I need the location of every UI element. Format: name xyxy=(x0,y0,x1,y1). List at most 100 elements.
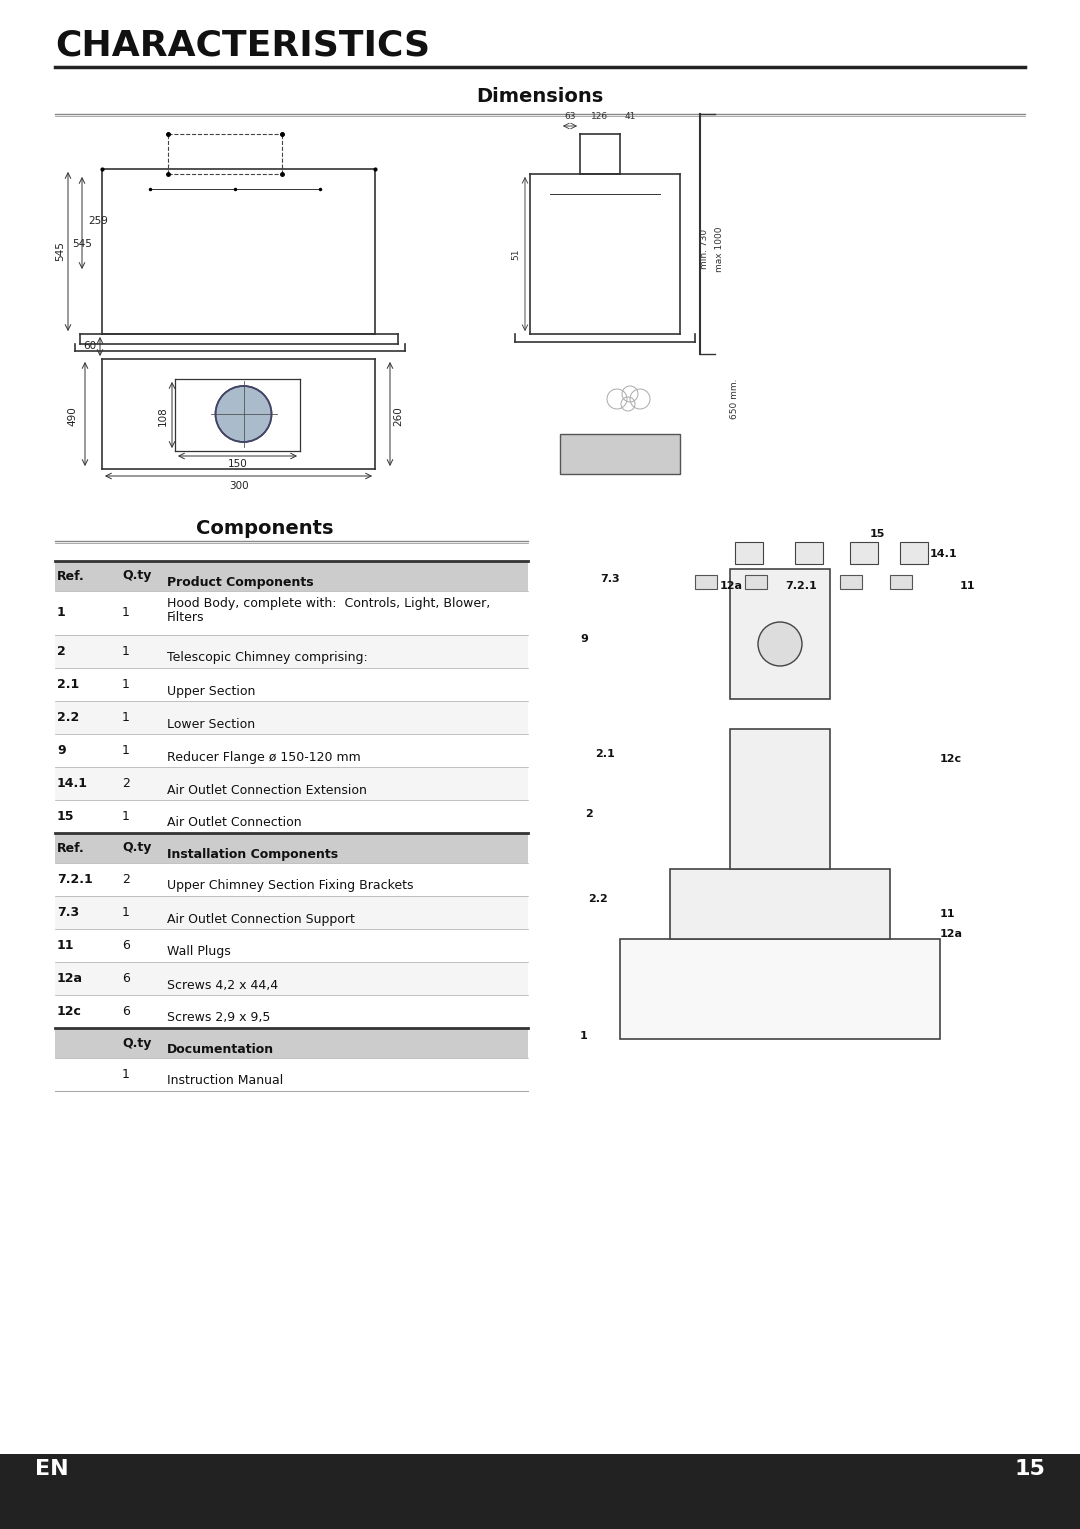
Bar xyxy=(0,1454,1080,1529)
Text: 2: 2 xyxy=(122,873,130,885)
Text: Product Components: Product Components xyxy=(167,576,313,589)
Bar xyxy=(55,862,528,896)
Text: 1: 1 xyxy=(122,745,130,757)
Text: Hood Body, complete with:  Controls, Light, Blower,: Hood Body, complete with: Controls, Ligh… xyxy=(167,596,490,610)
Bar xyxy=(55,1058,528,1092)
Text: 12a: 12a xyxy=(940,930,963,939)
Text: 1: 1 xyxy=(122,1067,130,1081)
Bar xyxy=(850,541,878,564)
Bar xyxy=(55,896,528,930)
Text: 14.1: 14.1 xyxy=(57,777,87,790)
Text: 300: 300 xyxy=(229,482,248,491)
Text: 108: 108 xyxy=(158,407,168,427)
Text: 545: 545 xyxy=(55,242,65,261)
Text: 490: 490 xyxy=(67,407,77,427)
Text: 6: 6 xyxy=(122,939,130,953)
Text: Q.ty: Q.ty xyxy=(122,841,151,855)
Text: 1: 1 xyxy=(122,607,130,619)
Text: Telescopic Chimney comprising:: Telescopic Chimney comprising: xyxy=(167,651,368,665)
Text: 12c: 12c xyxy=(57,1005,82,1018)
Text: 11: 11 xyxy=(57,939,75,953)
Text: Ref.: Ref. xyxy=(57,841,84,855)
Bar xyxy=(620,939,940,1040)
Bar xyxy=(55,995,528,1027)
Text: 51: 51 xyxy=(511,248,519,260)
Text: 15: 15 xyxy=(870,529,886,540)
Text: 12c: 12c xyxy=(940,754,962,764)
Bar xyxy=(55,962,528,995)
Text: 2.2: 2.2 xyxy=(588,894,608,904)
Text: 12a: 12a xyxy=(720,581,743,592)
Text: 9: 9 xyxy=(57,745,66,757)
Text: 15: 15 xyxy=(1014,1459,1045,1479)
Bar xyxy=(900,541,928,564)
Text: Wall Plugs: Wall Plugs xyxy=(167,945,231,959)
Bar xyxy=(735,541,762,564)
Text: Upper Chimney Section Fixing Brackets: Upper Chimney Section Fixing Brackets xyxy=(167,879,414,893)
Text: 15: 15 xyxy=(57,810,75,823)
Bar xyxy=(55,833,528,862)
Bar xyxy=(795,541,823,564)
Text: min. 730: min. 730 xyxy=(700,229,708,269)
Bar xyxy=(745,575,767,589)
Text: 7.3: 7.3 xyxy=(57,907,79,919)
Text: Reducer Flange ø 150-120 mm: Reducer Flange ø 150-120 mm xyxy=(167,751,361,763)
Text: 1: 1 xyxy=(122,711,130,725)
Bar xyxy=(55,930,528,962)
Text: Dimensions: Dimensions xyxy=(476,87,604,106)
Text: CHARACTERISTICS: CHARACTERISTICS xyxy=(55,29,430,63)
Text: 63: 63 xyxy=(564,112,576,121)
Bar xyxy=(890,575,912,589)
Text: 9: 9 xyxy=(580,635,588,644)
Bar xyxy=(696,575,717,589)
Bar xyxy=(55,1027,528,1058)
Bar xyxy=(55,668,528,700)
Text: 260: 260 xyxy=(393,407,403,427)
Bar xyxy=(55,800,528,833)
Text: 2: 2 xyxy=(57,645,66,657)
Bar xyxy=(840,575,862,589)
Text: Air Outlet Connection Extension: Air Outlet Connection Extension xyxy=(167,783,367,797)
Text: Upper Section: Upper Section xyxy=(167,685,255,697)
Bar xyxy=(55,561,528,592)
Text: 11: 11 xyxy=(940,910,956,919)
Text: Screws 2,9 x 9,5: Screws 2,9 x 9,5 xyxy=(167,1012,270,1024)
Text: 7.3: 7.3 xyxy=(600,573,620,584)
Text: max 1000: max 1000 xyxy=(715,226,724,272)
Text: 7.2.1: 7.2.1 xyxy=(57,873,93,885)
Text: 2.1: 2.1 xyxy=(595,749,615,758)
Text: Screws 4,2 x 44,4: Screws 4,2 x 44,4 xyxy=(167,979,279,991)
Text: 1: 1 xyxy=(57,607,66,619)
Text: Installation Components: Installation Components xyxy=(167,849,338,861)
Text: 2: 2 xyxy=(585,809,593,820)
Bar xyxy=(730,729,831,868)
Bar xyxy=(55,734,528,768)
Bar xyxy=(561,434,680,474)
Text: Air Outlet Connection Support: Air Outlet Connection Support xyxy=(167,913,355,925)
Bar xyxy=(55,768,528,800)
Bar xyxy=(55,592,528,635)
Bar xyxy=(55,700,528,734)
Text: 2.1: 2.1 xyxy=(57,677,79,691)
Text: Documentation: Documentation xyxy=(167,1043,274,1057)
Text: 6: 6 xyxy=(122,972,130,985)
Text: 1: 1 xyxy=(580,1031,588,1041)
Text: 150: 150 xyxy=(228,459,247,469)
Text: 259: 259 xyxy=(87,216,108,226)
Bar xyxy=(55,635,528,668)
Text: 1: 1 xyxy=(122,645,130,657)
Text: Filters: Filters xyxy=(167,612,204,624)
Text: Instruction Manual: Instruction Manual xyxy=(167,1075,283,1087)
Text: 14.1: 14.1 xyxy=(930,549,958,560)
Text: 1: 1 xyxy=(122,677,130,691)
Text: 650 mm.: 650 mm. xyxy=(730,379,739,419)
Text: 7.2.1: 7.2.1 xyxy=(785,581,816,592)
Text: Ref.: Ref. xyxy=(57,569,84,583)
Text: Air Outlet Connection: Air Outlet Connection xyxy=(167,816,301,830)
Text: 11: 11 xyxy=(960,581,975,592)
Text: 6: 6 xyxy=(122,1005,130,1018)
Bar xyxy=(670,868,890,939)
Text: 12a: 12a xyxy=(57,972,83,985)
Text: Components: Components xyxy=(197,518,334,538)
Text: Q.ty: Q.ty xyxy=(122,1037,151,1049)
